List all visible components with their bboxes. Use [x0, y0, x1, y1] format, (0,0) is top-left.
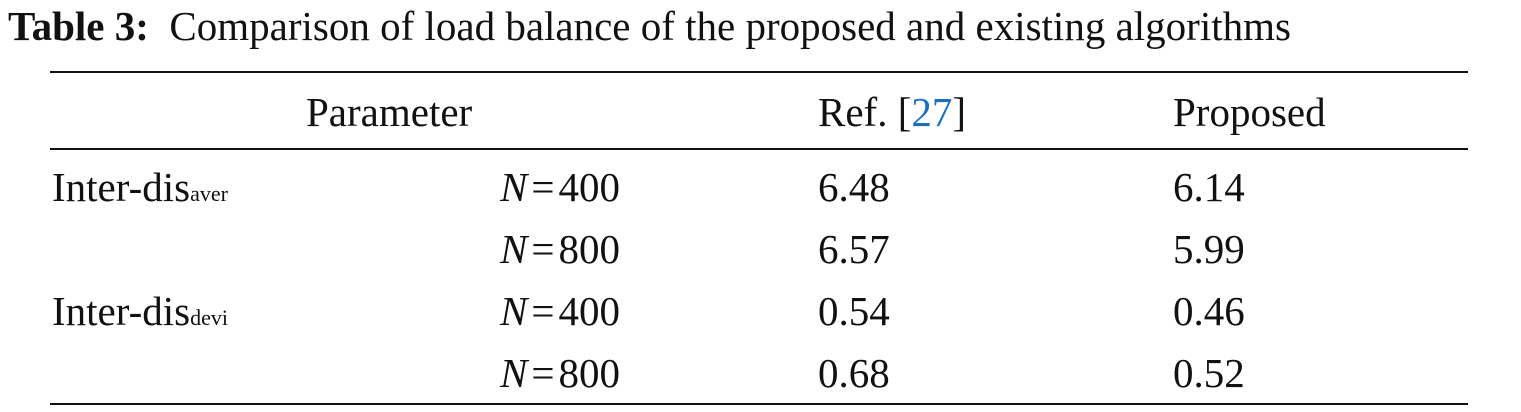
header-proposed: Proposed	[1173, 89, 1326, 135]
row-condition: N=400	[500, 167, 620, 208]
ref-value: 0.68	[818, 350, 890, 396]
n-value: 400	[558, 288, 621, 334]
relation: =	[531, 350, 555, 396]
variable: N	[500, 226, 528, 272]
proposed-value: 5.99	[1173, 226, 1245, 272]
ref-value: 6.48	[818, 164, 890, 210]
relation: =	[531, 164, 555, 210]
n-value: 800	[558, 226, 621, 272]
row-group: Inter-disdevi	[52, 291, 228, 332]
ref-link[interactable]: 27	[911, 89, 953, 135]
n-value: 800	[558, 350, 621, 396]
relation: =	[531, 226, 555, 272]
proposed-value: 0.46	[1173, 288, 1245, 334]
group-name: Inter-dis	[52, 288, 191, 334]
caption-label: Table 3:	[8, 3, 149, 49]
ref-value: 6.57	[818, 226, 890, 272]
ref-value: 0.54	[818, 288, 890, 334]
variable: N	[500, 288, 528, 334]
ref-close: ]	[952, 89, 967, 135]
bottom-rule	[50, 403, 1468, 405]
proposed-value: 0.52	[1173, 350, 1245, 396]
header-parameter: Parameter	[306, 89, 473, 135]
row-condition: N=800	[500, 229, 620, 270]
row-condition: N=400	[500, 291, 620, 332]
caption: Table 3: Comparison of load balance of t…	[8, 6, 1291, 47]
top-rule	[50, 71, 1468, 73]
relation: =	[531, 288, 555, 334]
variable: N	[500, 164, 528, 210]
variable: N	[500, 350, 528, 396]
row-condition: N=800	[500, 353, 620, 394]
mid-rule	[50, 148, 1468, 150]
caption-text: Comparison of load balance of the propos…	[169, 3, 1291, 49]
row-group: Inter-disaver	[52, 167, 228, 208]
group-subscript: aver	[190, 181, 228, 206]
n-value: 400	[558, 164, 621, 210]
group-subscript: devi	[190, 305, 228, 330]
header-ref: Ref. [27]	[818, 92, 966, 133]
group-name: Inter-dis	[52, 164, 191, 210]
ref-open: Ref. [	[818, 89, 912, 135]
proposed-value: 6.14	[1173, 164, 1245, 210]
